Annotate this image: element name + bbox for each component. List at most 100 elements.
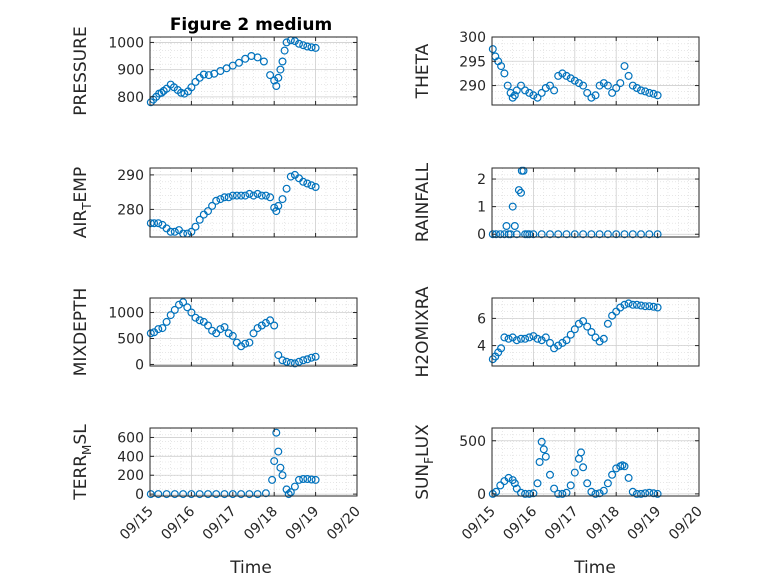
data-point bbox=[558, 338, 567, 347]
data-point bbox=[506, 230, 515, 239]
data-point bbox=[599, 79, 608, 88]
data-point bbox=[154, 325, 163, 334]
data-point bbox=[282, 357, 291, 366]
data-point bbox=[570, 230, 579, 239]
data-point bbox=[525, 88, 534, 97]
data-point bbox=[516, 188, 525, 197]
data-point bbox=[550, 86, 559, 95]
data-point bbox=[599, 486, 608, 495]
data-point bbox=[179, 490, 188, 499]
data-point bbox=[268, 475, 277, 484]
data-point bbox=[620, 300, 629, 309]
data-point bbox=[545, 81, 554, 90]
data-point bbox=[579, 317, 588, 326]
data-point bbox=[276, 65, 285, 74]
data-point bbox=[241, 339, 250, 348]
data-point bbox=[245, 189, 254, 198]
data-point bbox=[562, 336, 571, 345]
data-point bbox=[636, 489, 645, 498]
data-point bbox=[237, 191, 246, 200]
axes-box bbox=[149, 167, 358, 238]
subplot-6: 4 6 H2OMIXRA bbox=[413, 286, 700, 378]
data-point bbox=[636, 230, 645, 239]
data-point bbox=[259, 57, 268, 66]
y-tick-label: 1 bbox=[477, 200, 486, 216]
data-point bbox=[170, 490, 179, 499]
data-point bbox=[237, 342, 246, 351]
data-point bbox=[249, 191, 258, 200]
data-point bbox=[512, 86, 521, 95]
data-point bbox=[150, 219, 159, 228]
y-tick-label: 6 bbox=[477, 311, 486, 327]
data-point bbox=[566, 481, 575, 490]
y-tick-label: 290 bbox=[117, 168, 144, 184]
data-point bbox=[632, 300, 641, 309]
data-point bbox=[286, 172, 295, 181]
data-point bbox=[595, 337, 604, 346]
data-point bbox=[545, 470, 554, 479]
y-tick-label: 300 bbox=[459, 30, 486, 46]
data-point bbox=[504, 473, 513, 482]
data-point bbox=[278, 57, 287, 66]
data-point bbox=[554, 341, 563, 350]
data-point bbox=[303, 355, 312, 364]
data-point bbox=[583, 88, 592, 97]
data-point bbox=[253, 53, 262, 62]
data-point bbox=[529, 489, 538, 498]
data-point bbox=[299, 177, 308, 186]
data-point bbox=[220, 490, 229, 499]
subplot-1: 800 900 1000 PRESSURE bbox=[71, 26, 358, 116]
data-point bbox=[274, 447, 283, 456]
data-point bbox=[280, 46, 289, 55]
data-point bbox=[504, 334, 513, 343]
data-point bbox=[516, 334, 525, 343]
data-point bbox=[278, 471, 287, 480]
data-point bbox=[299, 356, 308, 365]
data-point bbox=[533, 93, 542, 102]
data-point bbox=[307, 475, 316, 484]
y-tick-label: 2 bbox=[477, 172, 486, 188]
data-point bbox=[257, 321, 266, 330]
data-point bbox=[574, 319, 583, 328]
data-point bbox=[545, 230, 554, 239]
data-point bbox=[216, 195, 225, 204]
data-point bbox=[562, 71, 571, 80]
y-axis-label: SUNFLUX bbox=[413, 424, 436, 500]
data-point bbox=[146, 219, 155, 228]
data-point bbox=[249, 329, 258, 338]
data-point bbox=[496, 230, 505, 239]
y-tick-label: 290 bbox=[459, 79, 486, 95]
data-point bbox=[562, 230, 571, 239]
data-point bbox=[521, 86, 530, 95]
data-point bbox=[220, 323, 229, 332]
data-point bbox=[624, 299, 633, 308]
data-point bbox=[179, 298, 188, 307]
subplot-2: 290 295 300 THETA bbox=[413, 30, 700, 106]
data-point bbox=[278, 356, 287, 365]
data-point bbox=[253, 189, 262, 198]
data-point bbox=[224, 329, 233, 338]
data-point bbox=[653, 91, 662, 100]
data-point bbox=[261, 191, 270, 200]
data-point bbox=[512, 336, 521, 345]
data-point bbox=[272, 428, 281, 437]
data-point bbox=[235, 58, 244, 67]
y-axis-label: MIXDEPTH bbox=[71, 288, 91, 377]
axes-box bbox=[491, 167, 700, 238]
data-point bbox=[579, 81, 588, 90]
data-point bbox=[228, 490, 237, 499]
data-point bbox=[175, 300, 184, 309]
data-point bbox=[497, 344, 506, 353]
data-point bbox=[512, 484, 521, 493]
data-point bbox=[591, 91, 600, 100]
y-tick-label: 800 bbox=[117, 90, 144, 106]
data-point bbox=[541, 452, 550, 461]
data-point bbox=[529, 230, 538, 239]
data-point bbox=[558, 489, 567, 498]
data-point bbox=[183, 303, 192, 312]
data-point bbox=[146, 490, 155, 499]
data-point bbox=[632, 83, 641, 92]
data-point bbox=[554, 230, 563, 239]
data-point bbox=[266, 71, 275, 80]
data-point bbox=[653, 303, 662, 312]
